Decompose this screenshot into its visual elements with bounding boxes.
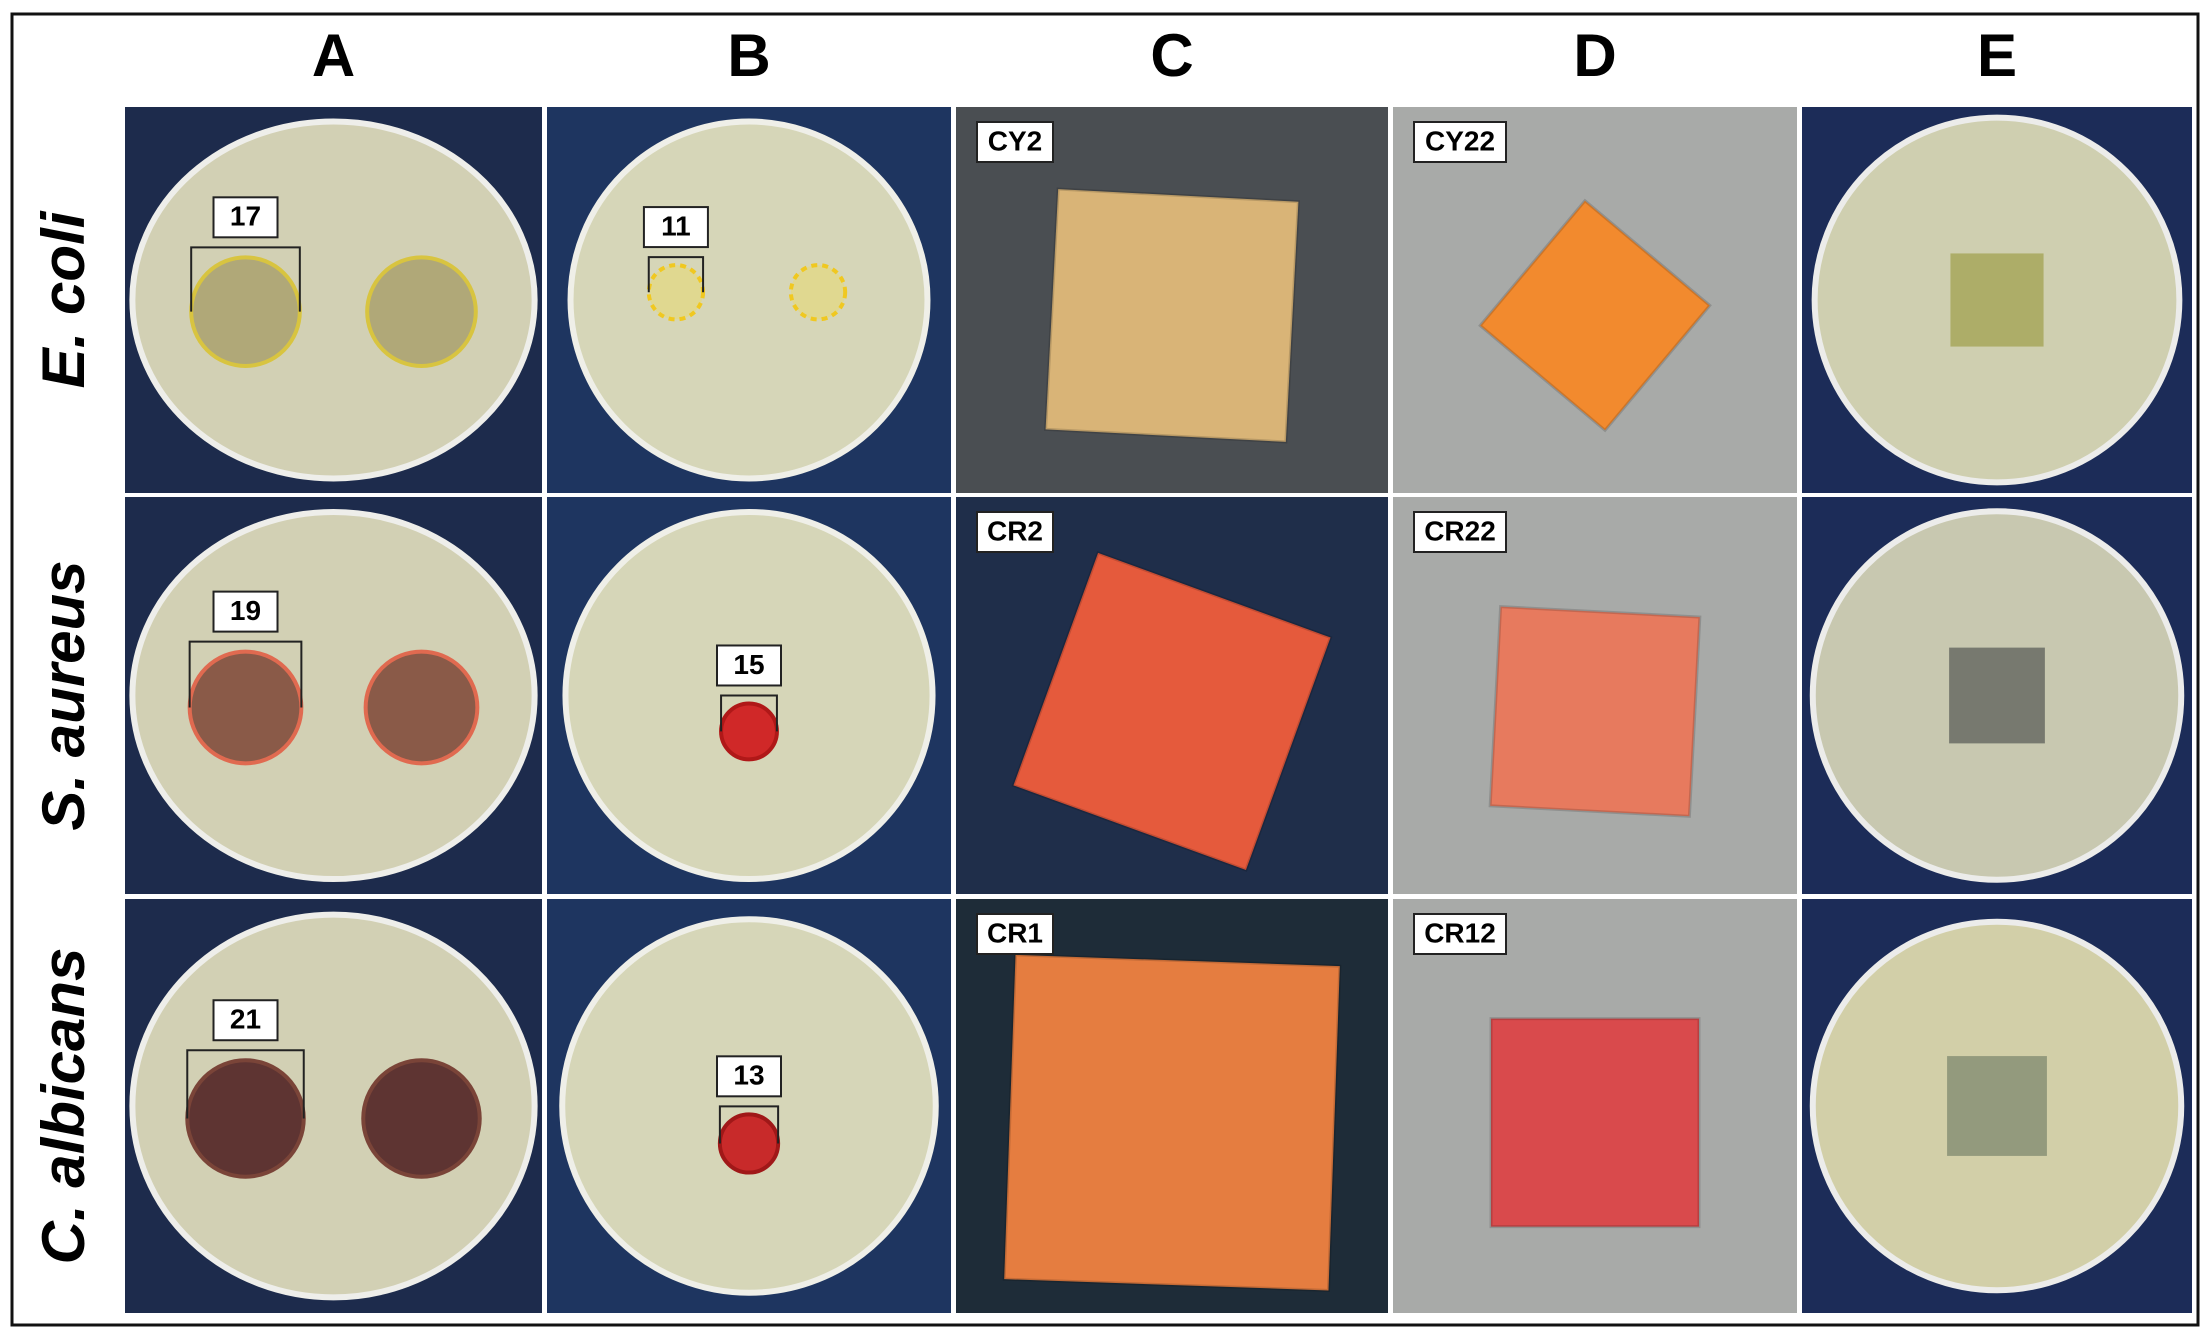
panel-label: CR12 xyxy=(1424,917,1496,948)
label-box xyxy=(1413,511,1507,553)
panel-label: 21 xyxy=(230,1004,261,1035)
inhibition-zone xyxy=(365,255,478,368)
label-box xyxy=(212,196,279,239)
panel-label: CR1 xyxy=(987,917,1043,948)
panel-frame xyxy=(545,495,953,896)
panel xyxy=(545,495,953,896)
panel xyxy=(1800,105,2194,495)
panel-label: 11 xyxy=(661,210,691,241)
antimicrobial-disk xyxy=(717,1112,781,1175)
column-header: B xyxy=(727,22,770,89)
panel-label: 19 xyxy=(230,595,261,626)
zone-bracket xyxy=(190,246,301,312)
panel xyxy=(954,105,1390,495)
label-box xyxy=(716,1055,782,1098)
antimicrobial-disk xyxy=(646,263,706,322)
label-box xyxy=(212,999,279,1042)
panel-frame xyxy=(123,897,544,1315)
panel-frame xyxy=(123,495,544,896)
organism-label: C. albicans xyxy=(30,948,97,1265)
panel-frame xyxy=(1391,105,1799,495)
panel-frame xyxy=(545,105,953,495)
panel-frame xyxy=(954,495,1390,896)
organism-label: S. aureus xyxy=(30,560,97,830)
inhibition-zone xyxy=(189,255,302,368)
panel xyxy=(1800,495,2194,896)
column-header: D xyxy=(1573,22,1616,89)
inhibition-zone xyxy=(363,649,480,766)
fabric-sample xyxy=(1044,187,1300,444)
panel xyxy=(1391,495,1799,896)
panel-frame xyxy=(1391,897,1799,1315)
panel xyxy=(123,105,544,495)
organism-label: E. coli xyxy=(30,210,97,388)
label-box xyxy=(1413,913,1507,955)
panels xyxy=(123,105,2194,1315)
panel xyxy=(954,495,1390,896)
label-box xyxy=(976,913,1054,955)
panel xyxy=(123,495,544,896)
panel xyxy=(545,105,953,495)
panel-frame xyxy=(1800,105,2194,495)
fabric-sample xyxy=(1488,605,1702,818)
inhibition-zone xyxy=(361,1058,482,1179)
panel xyxy=(954,897,1390,1315)
panel-label: CR22 xyxy=(1424,515,1496,546)
label-box xyxy=(642,206,709,249)
panel-frame xyxy=(954,897,1390,1315)
fabric-sample xyxy=(1011,551,1333,872)
panel-frame xyxy=(1800,897,2194,1315)
label-box xyxy=(212,590,279,633)
zone-bracket xyxy=(647,256,705,293)
panel-frame xyxy=(545,897,953,1315)
zone-bracket xyxy=(186,1049,305,1119)
column-header: C xyxy=(1150,22,1193,89)
label-box xyxy=(976,511,1054,553)
fabric-sample xyxy=(1947,1056,2047,1156)
antimicrobial-disk xyxy=(788,263,848,322)
panel-frame xyxy=(954,105,1390,495)
panel-frame xyxy=(1391,495,1799,896)
column-header: E xyxy=(1977,22,2017,89)
fabric-sample xyxy=(1949,647,2045,744)
panel-label: CY22 xyxy=(1425,125,1495,156)
panel-label: 13 xyxy=(733,1060,764,1091)
zone-bracket xyxy=(720,694,778,732)
fabric-sample xyxy=(1489,1017,1701,1229)
panel-label: 15 xyxy=(733,649,764,680)
labels: A B C D E E. coli 17 11 CY2 CY22 S. aureus 19 15 CR2 C… xyxy=(30,22,2017,1265)
inhibition-zone xyxy=(187,649,304,766)
panel-frame xyxy=(1800,495,2194,896)
panel-label: CY2 xyxy=(988,125,1042,156)
panel xyxy=(123,897,544,1315)
label-box xyxy=(716,644,782,687)
panel xyxy=(1391,105,1799,495)
label-box xyxy=(1413,121,1507,163)
fabric-sample xyxy=(1950,253,2044,347)
petri-dish xyxy=(567,118,931,482)
panel xyxy=(545,897,953,1315)
panel xyxy=(1391,897,1799,1315)
panel xyxy=(1800,897,2194,1315)
column-header: A xyxy=(312,22,355,89)
fabric-sample xyxy=(1002,953,1342,1292)
panel-label: 17 xyxy=(230,201,261,232)
antimicrobial-disk xyxy=(719,701,779,762)
label-box xyxy=(976,121,1054,163)
zone-bracket xyxy=(188,640,303,708)
inhibition-zone xyxy=(185,1058,306,1179)
panel-label: CR2 xyxy=(987,515,1043,546)
zone-bracket xyxy=(718,1105,780,1144)
panel-frame xyxy=(123,105,544,495)
fabric-sample xyxy=(1478,198,1712,433)
